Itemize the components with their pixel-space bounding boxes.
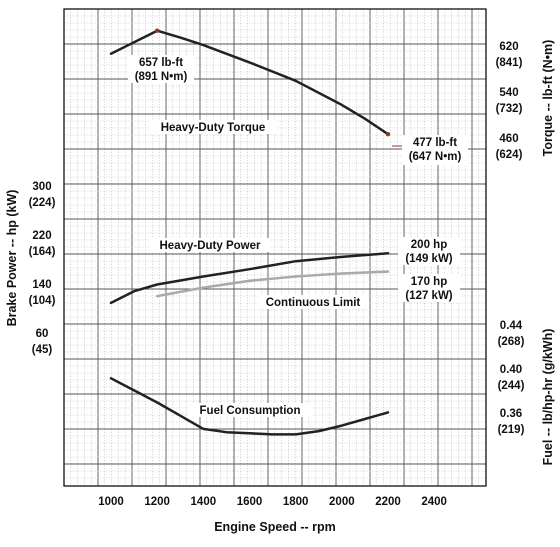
series-label-torque: Heavy-Duty Torque [161, 122, 266, 134]
left-tick-sublabel: (104) [29, 295, 56, 307]
chart-series [109, 28, 391, 436]
left-axis-title: Brake Power -- hp (kW) [5, 190, 19, 327]
fuel-tick-sublabel: (219) [498, 424, 525, 436]
annotation-continuous-power-bg [398, 274, 460, 302]
annotation-rated-torque-nm: (647 N•m) [409, 151, 462, 163]
left-tick-sublabel: (45) [32, 344, 53, 356]
x-tick-label: 2200 [375, 496, 401, 508]
x-tick-label: 2400 [421, 496, 447, 508]
annotation-rated-power: 200 hp [411, 239, 447, 251]
annotation-rated-power-kw: (149 kW) [405, 253, 452, 265]
annotation-continuous-power-kw: (127 kW) [405, 290, 452, 302]
chart-labels: Heavy-Duty Torque Heavy-Duty Power Continu… [128, 55, 468, 417]
torque-tick-label: 540 [499, 87, 518, 99]
fuel-tick-sublabel: (244) [498, 380, 525, 392]
annotation-rated-torque: 477 lb-ft [413, 137, 457, 149]
torque-line [109, 29, 390, 136]
torque-tick-sublabel: (841) [496, 57, 523, 69]
x-tick-label: 1800 [283, 496, 309, 508]
series-label-fuel: Fuel Consumption [200, 405, 301, 417]
chart-ticks: 1000 1200 1400 1600 1800 2000 2200 2400 300 (224)… [5, 40, 555, 534]
fuel-line [109, 377, 390, 436]
left-tick-label: 60 [36, 328, 49, 340]
left-tick-label: 140 [32, 279, 51, 291]
series-label-fuel-bg [188, 403, 312, 417]
torque-tick-label: 460 [499, 133, 518, 145]
series-label-continuous-bg [258, 295, 368, 309]
torque-tick-sublabel: (732) [496, 103, 523, 115]
plot-frame [63, 8, 487, 487]
annotation-peak-torque-nm: (891 N•m) [135, 71, 188, 83]
fuel-axis-title: Fuel -- lb/hp-hr (g/kWh) [541, 329, 555, 466]
left-tick-label: 300 [32, 181, 51, 193]
power-line [109, 252, 390, 305]
x-tick-label: 1400 [191, 496, 217, 508]
series-label-continuous: Continuous Limit [266, 297, 361, 309]
annotation-continuous-power: 170 hp [411, 276, 447, 288]
fuel-tick-label: 0.40 [500, 364, 522, 376]
left-tick-sublabel: (164) [29, 246, 56, 258]
series-label-torque-bg [149, 120, 277, 134]
x-tick-label: 2000 [329, 496, 355, 508]
continuous-limit-line [155, 270, 390, 298]
x-axis-title: Engine Speed -- rpm [214, 520, 336, 534]
left-tick-sublabel: (224) [29, 197, 56, 209]
annotation-rated-power-bg [398, 237, 460, 265]
x-tick-label: 1600 [237, 496, 263, 508]
torque-point [155, 28, 160, 33]
annotation-rated-torque-bg [402, 135, 468, 165]
x-tick-label: 1200 [144, 496, 170, 508]
torque-point [385, 132, 391, 137]
fuel-tick-label: 0.36 [500, 408, 522, 420]
series-label-power-bg [150, 238, 270, 252]
series-label-power: Heavy-Duty Power [160, 240, 262, 252]
torque-tick-label: 620 [499, 41, 518, 53]
annotation-peak-torque: 657 lb-ft [139, 57, 183, 69]
torque-axis-title: Torque -- lb-ft (N•m) [541, 40, 555, 157]
fuel-tick-label: 0.44 [500, 320, 523, 332]
annotation-peak-torque-bg [128, 55, 194, 83]
x-tick-label: 1000 [98, 496, 124, 508]
torque-tick-sublabel: (624) [496, 149, 523, 161]
fuel-tick-sublabel: (268) [498, 336, 525, 348]
left-tick-label: 220 [32, 230, 51, 242]
